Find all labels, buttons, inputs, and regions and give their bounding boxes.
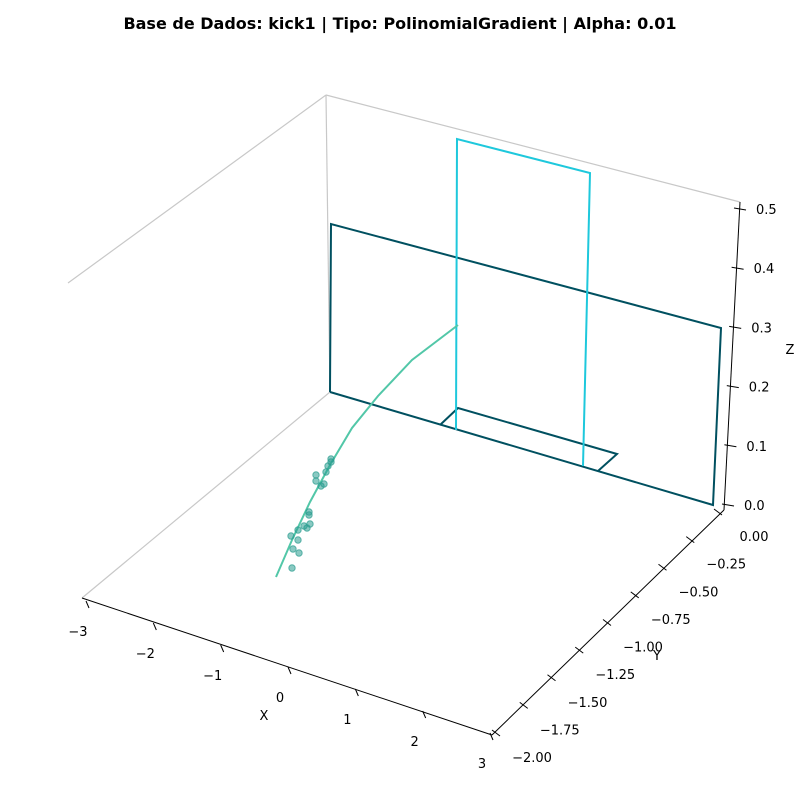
- y-tick-label: −0.25: [706, 558, 746, 573]
- x-axis: −3 −2 −1 0 1 2 3 X: [68, 597, 494, 772]
- scatter-point: [287, 532, 295, 540]
- x-tick-label: 0: [276, 691, 284, 706]
- y-tick-mark: [630, 591, 640, 599]
- y-tick-mark: [491, 729, 501, 737]
- z-tick-label: 0.5: [756, 203, 777, 218]
- scatter-point: [289, 545, 297, 553]
- y-tick-label: −1.75: [540, 723, 580, 738]
- x-tick-label: 2: [411, 735, 419, 750]
- y-tick-mark: [713, 508, 723, 516]
- scatter-points: [287, 455, 335, 572]
- y-tick-label: −1.25: [595, 668, 635, 683]
- z-tick-label: 0.1: [746, 440, 767, 455]
- scatter-point: [303, 524, 311, 532]
- scatter-point: [322, 468, 330, 476]
- pane-edges: [67, 94, 741, 599]
- z-tick-label: 0.4: [754, 262, 775, 277]
- chart-title: Base de Dados: kick1 | Tipo: PolinomialG…: [123, 14, 676, 34]
- scatter-point: [295, 549, 303, 557]
- x-tick-label: 1: [343, 713, 351, 728]
- y-tick-mark: [519, 701, 529, 709]
- y-tick-label: −1.00: [623, 641, 663, 656]
- scatter-point: [312, 471, 320, 479]
- scatter-point: [312, 477, 320, 485]
- fitted-curve: [275, 324, 459, 578]
- y-tick-mark: [547, 674, 556, 682]
- scatter-point: [327, 455, 335, 463]
- y-tick-label: −1.50: [568, 696, 608, 711]
- x-tick-label: 3: [478, 757, 486, 772]
- z-tick-mark: [721, 503, 735, 507]
- x-tick-mark: [489, 732, 494, 741]
- z-tick-label: 0.3: [751, 321, 772, 336]
- x-tick-mark: [287, 666, 292, 675]
- z-tick-mark: [729, 325, 742, 329]
- z-tick-label: 0.2: [749, 381, 770, 396]
- x-tick-mark: [85, 600, 90, 609]
- y-tick-mark: [602, 619, 612, 626]
- z-tick-mark: [724, 444, 737, 448]
- x-tick-label: −3: [68, 625, 87, 640]
- x-tick-mark: [152, 622, 157, 631]
- x-axis-label: X: [260, 709, 269, 724]
- y-axis-line: [491, 509, 725, 736]
- scatter-point: [294, 526, 302, 534]
- z-tick-label: 0.0: [744, 499, 765, 514]
- y-tick-label: −0.75: [651, 613, 691, 628]
- z-tick-mark: [731, 266, 744, 270]
- x-tick-mark: [220, 644, 225, 653]
- x-tick-mark: [422, 710, 427, 719]
- z-tick-mark: [726, 385, 739, 389]
- y-tick-label: −0.50: [679, 585, 719, 600]
- plane-dark-base: [439, 406, 620, 472]
- plane-light: [455, 137, 592, 467]
- plane-dark: [329, 222, 723, 507]
- plane-surfaces: [329, 137, 723, 507]
- scatter-point: [320, 480, 328, 488]
- x-tick-mark: [354, 688, 359, 697]
- z-tick-mark: [733, 207, 747, 211]
- y-tick-label: 0.00: [740, 530, 769, 545]
- y-tick-mark: [574, 646, 584, 654]
- z-axis: 0.0 0.1 0.2 0.3 0.4 0.5 Z: [721, 201, 795, 514]
- y-tick-label: −2.00: [512, 751, 552, 766]
- y-tick-mark: [685, 536, 695, 544]
- x-tick-label: −1: [203, 669, 222, 684]
- scatter-point: [294, 536, 302, 544]
- z-axis-line: [723, 201, 741, 511]
- x-tick-label: −2: [136, 647, 155, 662]
- x-axis-line: [81, 597, 493, 736]
- z-axis-label: Z: [786, 343, 795, 358]
- y-tick-mark: [658, 563, 667, 571]
- y-axis: 0.00 −0.25 −0.50 −0.75 −1.00 −1.25 −1.50 −1.75 −…: [491, 508, 769, 766]
- fit-curve-line: [275, 324, 459, 578]
- y-axis-label: Y: [652, 649, 661, 664]
- scatter-point: [288, 564, 296, 572]
- scatter-point: [305, 508, 313, 516]
